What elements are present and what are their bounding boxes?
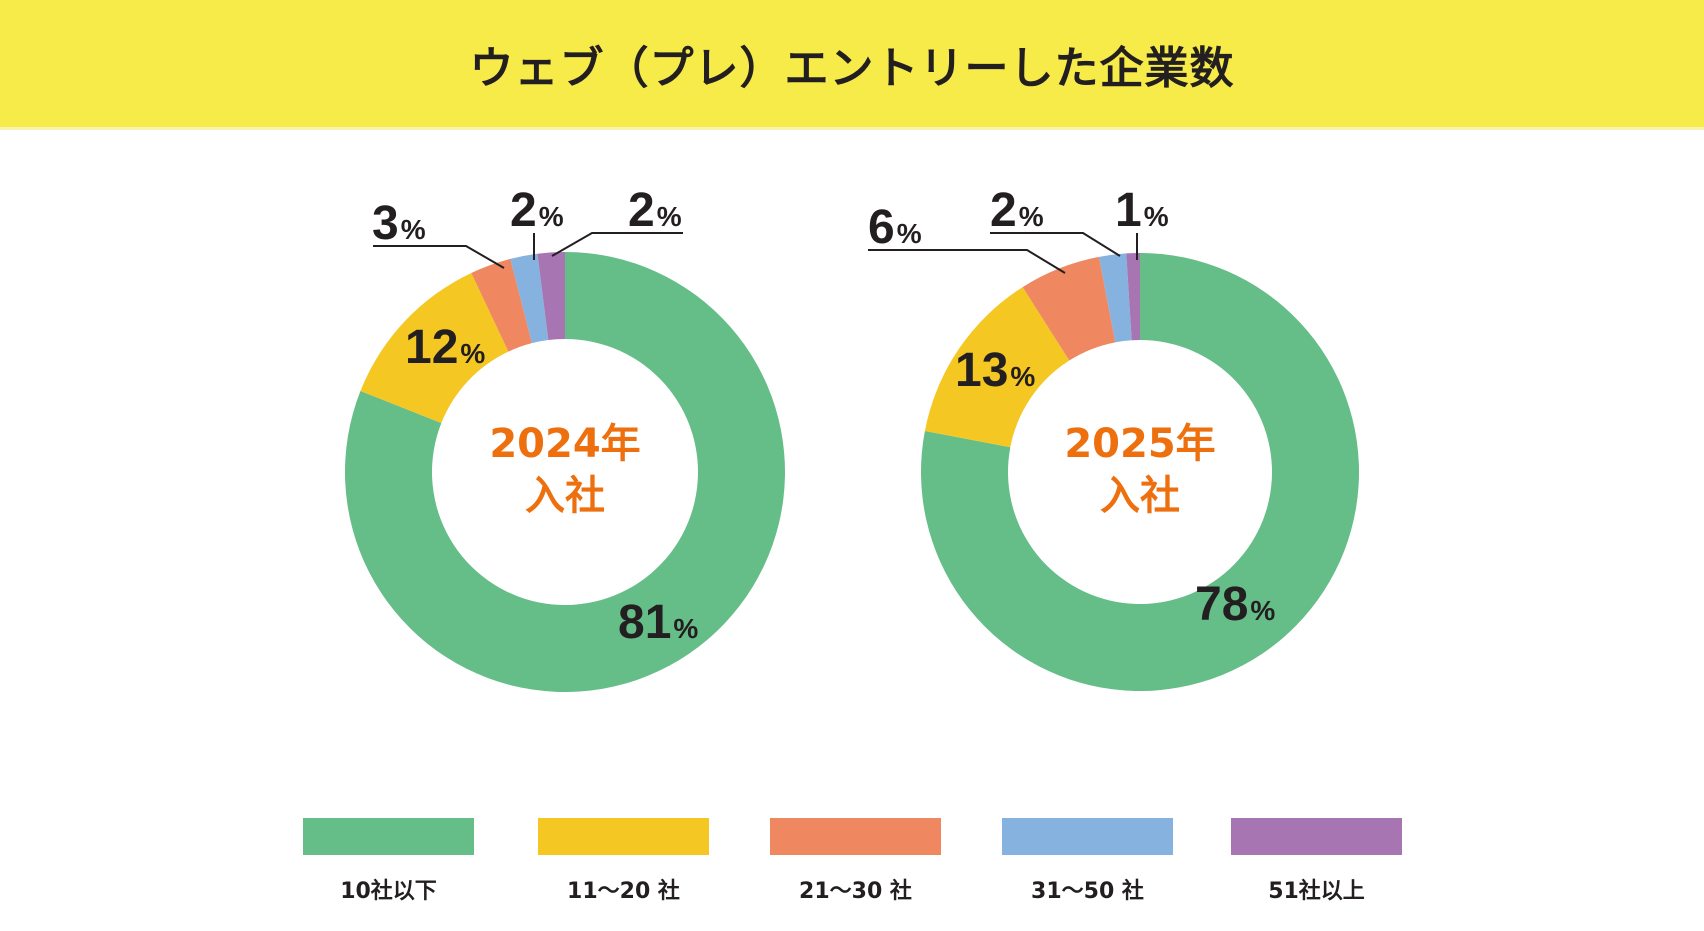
data-label-2024-51-or-more: 2% bbox=[628, 184, 682, 237]
data-label-2024-31-50: 2% bbox=[510, 184, 564, 237]
leader-2024-21-30 bbox=[373, 245, 505, 269]
slice-11-20 bbox=[360, 272, 509, 424]
slice-31-50 bbox=[1098, 253, 1132, 343]
data-label-2024-10-or-less: 81% bbox=[618, 596, 698, 649]
slice-21-30 bbox=[471, 258, 532, 352]
slice-10-or-less bbox=[345, 252, 786, 692]
center-label-year: 2025年 bbox=[1064, 421, 1215, 467]
center-label-entry: 入社 bbox=[525, 473, 605, 519]
leader-2025-21-30 bbox=[868, 249, 1066, 274]
center-label-year: 2024年 bbox=[489, 421, 640, 467]
data-label-2024-21-30: 3% bbox=[372, 197, 426, 250]
leader-2024-51-or-more bbox=[551, 232, 683, 257]
title-banner-edge bbox=[0, 127, 1704, 130]
slice-10-or-less bbox=[920, 253, 1359, 691]
data-labels: 81% 12% 3% 2% 2% 78% 13% 6% 2% 1% bbox=[372, 184, 1275, 649]
data-label-2025-10-or-less: 78% bbox=[1195, 578, 1275, 631]
slice-51-or-more bbox=[537, 252, 565, 341]
data-label-2025-11-20: 13% bbox=[955, 344, 1035, 397]
leader-lines bbox=[373, 232, 1138, 274]
data-label-2024-11-20: 12% bbox=[405, 321, 485, 374]
data-label-2025-51-or-more: 1% bbox=[1115, 184, 1169, 237]
slice-51-or-more bbox=[1126, 253, 1140, 341]
chart-title: ウェブ（プレ）エントリーした企業数 bbox=[469, 42, 1235, 94]
slice-31-50 bbox=[510, 253, 549, 344]
data-label-2025-21-30: 6% bbox=[868, 201, 922, 254]
title-banner bbox=[0, 0, 1704, 127]
slice-21-30 bbox=[1022, 256, 1116, 361]
slice-11-20 bbox=[924, 287, 1070, 448]
leader-2025-31-50 bbox=[990, 232, 1121, 257]
center-label-entry: 入社 bbox=[1100, 473, 1180, 519]
data-label-2025-31-50: 2% bbox=[990, 184, 1044, 237]
